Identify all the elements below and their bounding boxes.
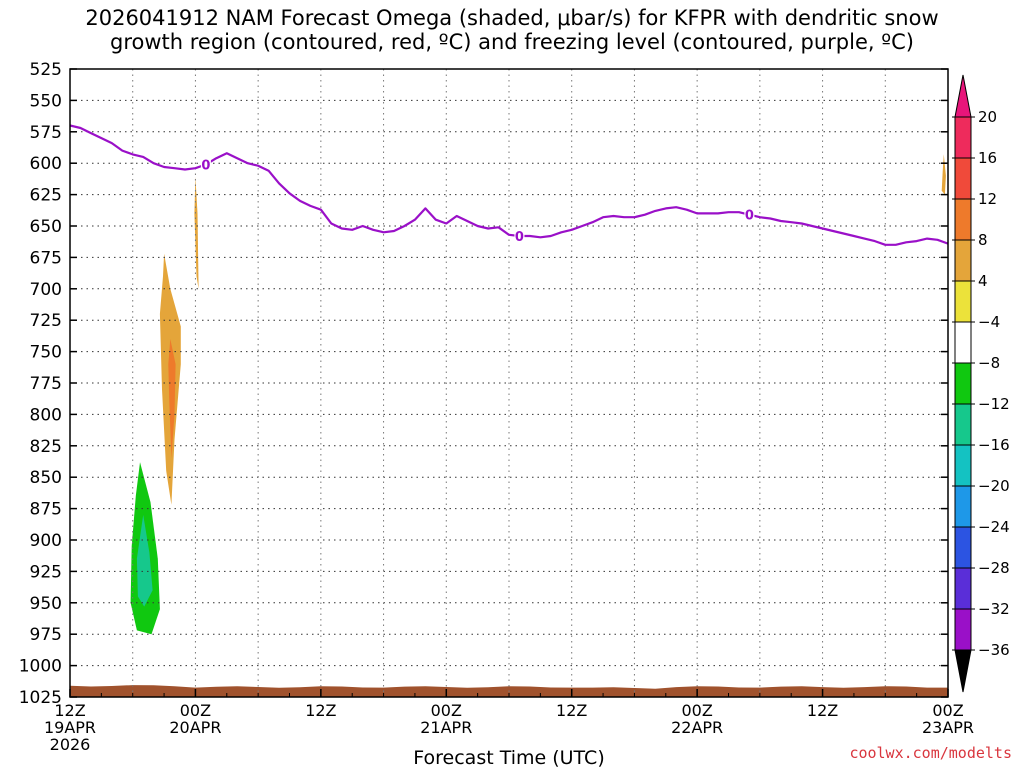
colorbar-label: 12	[978, 190, 997, 208]
colorbar-label: −28	[978, 559, 1010, 577]
omega-region-orange-5	[168, 339, 176, 459]
colorbar-swatch	[954, 198, 972, 241]
colorbar-swatch	[954, 403, 972, 446]
colorbar-label: 4	[978, 272, 988, 290]
y-tick-label: 575	[30, 123, 62, 143]
colorbar-swatch	[954, 116, 972, 159]
freezing-label-bg	[514, 228, 525, 244]
colorbar-label: −32	[978, 600, 1010, 618]
colorbar-label: −16	[978, 436, 1010, 454]
colorbar-label: −4	[978, 313, 1000, 331]
y-tick-label: 800	[30, 405, 62, 425]
y-tick-label: 1000	[19, 657, 62, 677]
x-tick-label: 22APR	[671, 718, 723, 737]
colorbar-swatch	[954, 567, 972, 610]
grid-lines	[70, 68, 948, 698]
x-tick-label: 21APR	[420, 718, 472, 737]
freezing-level-label: 0	[515, 230, 524, 245]
colorbar-bottom-arrow	[954, 649, 972, 693]
y-tick-label: 675	[30, 248, 62, 268]
pressure-axis: 525 550 575 600 625 650 675 700 725 750 775 800 825 8…	[19, 60, 948, 708]
colorbar-label: 16	[978, 149, 997, 167]
colorbar-legend: 20 16 12 8 4 −4 −8 −12 −16 −20 −24 −28 −32 −36	[952, 74, 1010, 693]
y-tick-label: 850	[30, 468, 62, 488]
y-tick-label: 700	[30, 280, 62, 300]
colorbar-swatch	[954, 526, 972, 569]
x-tick-label: 20APR	[169, 718, 221, 737]
freezing-level-line	[69, 124, 949, 246]
omega-region-green-8	[337, 104, 427, 628]
colorbar-swatch	[954, 362, 972, 405]
x-tick-label: 12Z	[807, 701, 838, 720]
omega-shading-layer	[90, 104, 946, 656]
x-tick-label: 00Z	[431, 701, 462, 720]
colorbar-label: 8	[978, 231, 988, 249]
freezing-level-layer: 0 0 0	[69, 124, 949, 246]
freezing-label-bg	[744, 206, 755, 222]
y-tick-label: 975	[30, 625, 62, 645]
y-tick-label: 750	[30, 343, 62, 363]
y-tick-label: 725	[30, 311, 62, 331]
colorbar-swatch	[954, 239, 972, 282]
x-tick-label: 12Z	[556, 701, 587, 720]
x-tick-label: 00Z	[681, 701, 712, 720]
x-tick-label: 00Z	[932, 701, 963, 720]
x-axis-label: Forecast Time (UTC)	[413, 747, 604, 768]
colorbar-swatch	[954, 608, 972, 651]
y-tick-label: 625	[30, 186, 62, 206]
colorbar-label: −20	[978, 477, 1010, 495]
y-tick-label: 900	[30, 531, 62, 551]
colorbar-label: −36	[978, 641, 1010, 659]
colorbar-swatch	[954, 321, 972, 364]
y-tick-label: 950	[30, 594, 62, 614]
x-tick-label: 2026	[50, 735, 91, 754]
colorbar-label: −24	[978, 518, 1010, 536]
credit-text: coolwx.com/modelts	[849, 744, 1012, 762]
colorbar-swatch	[954, 485, 972, 528]
x-tick-label: 19APR	[44, 718, 96, 737]
x-tick-label: 12Z	[305, 701, 336, 720]
colorbar-swatch	[954, 157, 972, 200]
omega-region-green-0	[90, 427, 98, 455]
omega-region-cyan-3	[136, 514, 153, 607]
colorbar-swatch	[954, 444, 972, 487]
y-tick-label: 775	[30, 374, 62, 394]
y-tick-label: 650	[30, 217, 62, 237]
colorbar-label: −12	[978, 395, 1010, 413]
chart-title: 2026041912 NAM Forecast Omega (shaded, μ…	[0, 6, 1024, 54]
x-tick-label: 23APR	[922, 718, 974, 737]
y-tick-label: 875	[30, 500, 62, 520]
colorbar-label: 20	[978, 108, 997, 126]
omega-region-green-7	[238, 470, 254, 616]
y-tick-label: 525	[30, 60, 62, 80]
y-tick-label: 1025	[19, 688, 62, 708]
omega-region-yellow-6	[194, 177, 199, 289]
y-tick-label: 550	[30, 91, 62, 111]
freezing-level-label: 0	[201, 158, 210, 173]
x-tick-label: 12Z	[54, 701, 85, 720]
omega-region-green-9	[855, 509, 866, 553]
y-tick-label: 825	[30, 437, 62, 457]
y-tick-label: 600	[30, 154, 62, 174]
chart-title-line2: growth region (contoured, red, ºC) and f…	[110, 30, 914, 54]
colorbar-top-arrow	[954, 74, 972, 118]
freezing-label-bg	[200, 156, 211, 172]
colorbar-label: −8	[978, 354, 1000, 372]
omega-region-yellow-10	[941, 154, 946, 195]
chart-title-line1: 2026041912 NAM Forecast Omega (shaded, μ…	[85, 6, 939, 30]
y-tick-label: 925	[30, 562, 62, 582]
colorbar-swatch	[954, 280, 972, 323]
freezing-level-label: 0	[745, 209, 754, 224]
x-tick-label: 00Z	[180, 701, 211, 720]
